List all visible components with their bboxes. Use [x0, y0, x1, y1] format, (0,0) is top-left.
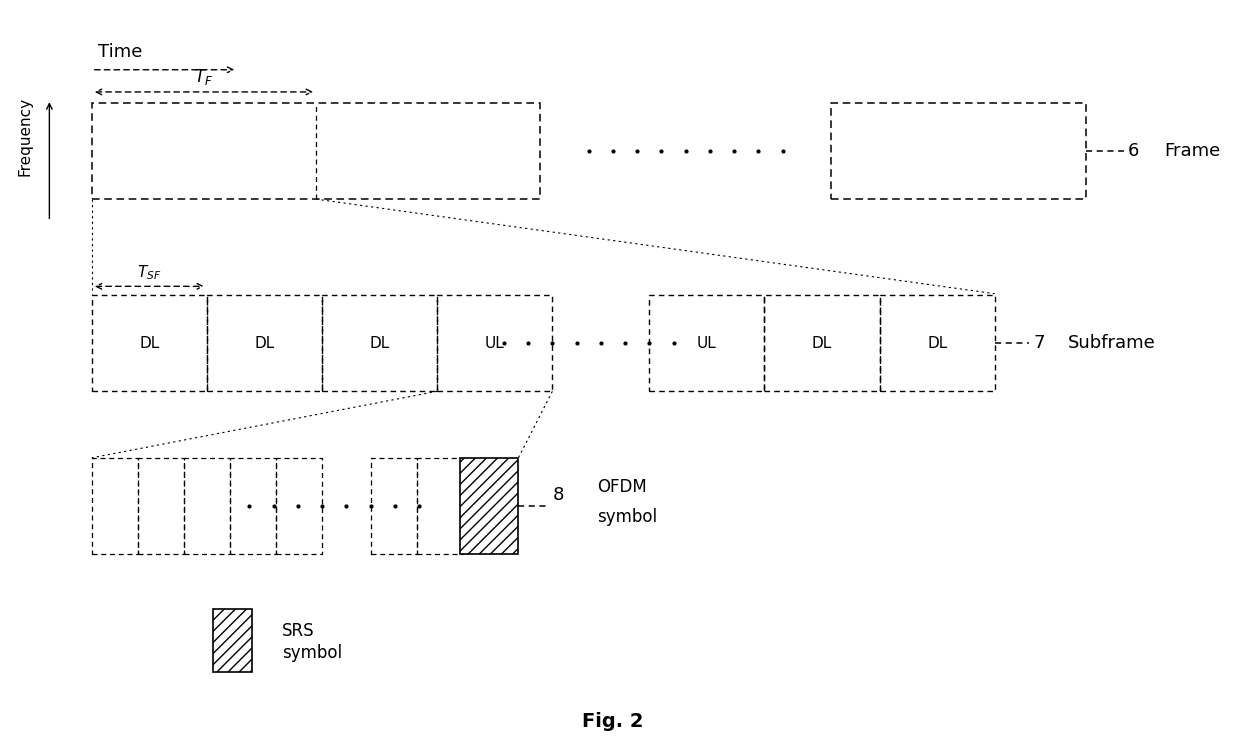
- Text: DL: DL: [369, 336, 390, 351]
- Bar: [276, 458, 322, 554]
- Text: OFDM: OFDM: [597, 478, 647, 496]
- Text: UL: UL: [484, 336, 504, 351]
- Text: 6: 6: [1129, 142, 1140, 160]
- Bar: [880, 295, 995, 392]
- Text: DL: DL: [254, 336, 275, 351]
- Text: DL: DL: [139, 336, 160, 351]
- Bar: [92, 458, 138, 554]
- Bar: [437, 295, 553, 392]
- Text: Subframe: Subframe: [1068, 334, 1155, 352]
- Text: 7: 7: [1033, 334, 1044, 352]
- Text: Time: Time: [98, 43, 142, 61]
- Text: DL: DL: [927, 336, 948, 351]
- Bar: [213, 609, 252, 672]
- Bar: [230, 458, 276, 554]
- Bar: [416, 458, 462, 554]
- Text: symbol: symbol: [282, 645, 342, 663]
- Text: Fig. 2: Fig. 2: [582, 712, 644, 731]
- Text: Frame: Frame: [1165, 142, 1220, 160]
- Bar: [831, 103, 1085, 199]
- Text: DL: DL: [812, 336, 833, 351]
- Bar: [649, 295, 764, 392]
- Bar: [207, 295, 322, 392]
- Text: 8: 8: [553, 486, 564, 504]
- Bar: [92, 295, 207, 392]
- Bar: [92, 103, 540, 199]
- Text: UL: UL: [698, 336, 717, 351]
- Text: $T_{SF}$: $T_{SF}$: [138, 264, 161, 282]
- Text: $T_F$: $T_F$: [195, 67, 213, 87]
- Bar: [183, 458, 230, 554]
- Bar: [138, 458, 183, 554]
- Bar: [370, 458, 416, 554]
- Text: Frequency: Frequency: [17, 96, 32, 176]
- Text: symbol: symbol: [597, 508, 658, 526]
- Bar: [322, 295, 437, 392]
- Text: SRS: SRS: [282, 622, 315, 640]
- Bar: [764, 295, 880, 392]
- Bar: [460, 458, 518, 554]
